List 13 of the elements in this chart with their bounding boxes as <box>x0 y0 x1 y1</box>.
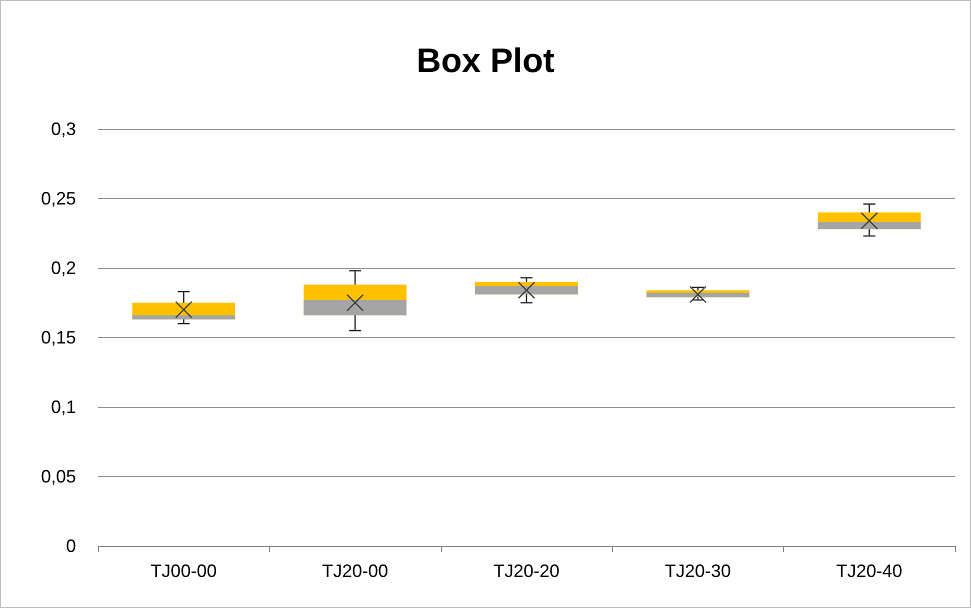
y-tick-label: 0,2 <box>50 258 76 278</box>
x-tick-label: TJ00-00 <box>150 561 217 581</box>
chart-title: Box Plot <box>416 42 554 80</box>
x-tick-label: TJ20-00 <box>322 561 388 581</box>
y-tick-label: 0 <box>66 536 76 556</box>
y-tick-label: 0,1 <box>50 397 76 417</box>
x-tick-label: TJ20-30 <box>664 561 731 581</box>
x-tick-label: TJ20-20 <box>493 561 560 581</box>
x-tick-label: TJ20-40 <box>836 561 902 581</box>
y-tick-label: 0,15 <box>40 328 76 348</box>
y-tick-label: 0,3 <box>50 119 76 139</box>
y-tick-label: 0,25 <box>40 188 76 208</box>
y-tick-label: 0,05 <box>40 466 76 486</box>
